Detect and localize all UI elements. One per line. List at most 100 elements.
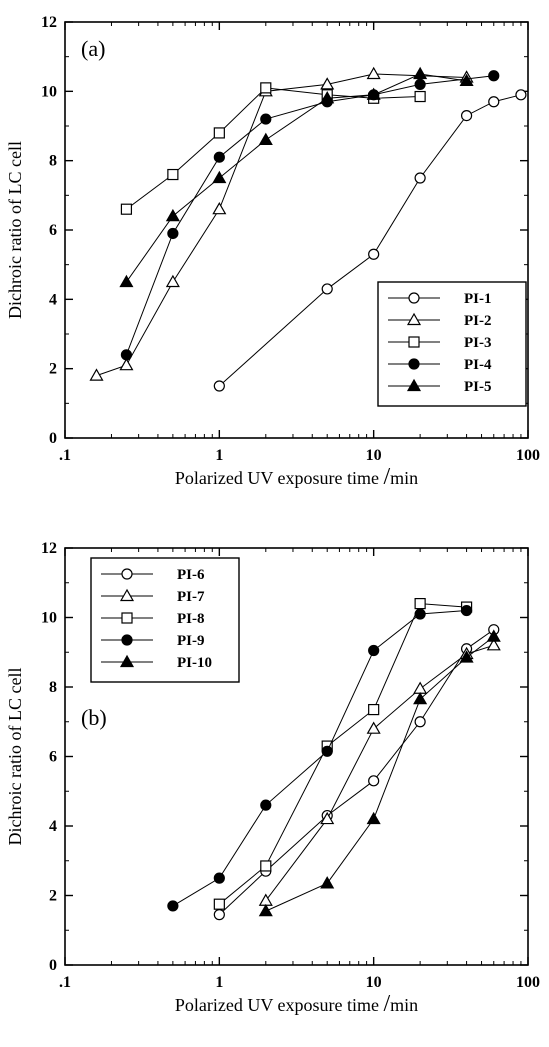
data-point [321, 745, 333, 757]
legend-entry-PI-3: PI-3 [388, 335, 492, 351]
x-tick-label: .1 [59, 447, 71, 464]
data-point [368, 248, 380, 260]
legend-label: PI-7 [177, 589, 205, 605]
data-point [414, 172, 426, 184]
series-PI-8 [213, 597, 473, 910]
legend-box [90, 557, 240, 683]
legend-entry-PI-8: PI-8 [101, 611, 205, 627]
legend-marker [408, 358, 420, 370]
y-tick-label: 2 [49, 888, 57, 905]
x-tick-label: 100 [516, 974, 540, 991]
x-axis-title: Polarized UV exposure time /min [175, 991, 418, 1017]
series-PI-2 [89, 66, 474, 381]
legend-marker [119, 654, 135, 668]
series-PI-6 [213, 624, 500, 921]
data-point [414, 90, 426, 103]
data-point [213, 127, 225, 139]
legend-marker [406, 378, 422, 392]
y-tick-label: 0 [49, 430, 57, 447]
legend-entry-PI-1: PI-1 [388, 291, 492, 307]
data-point [413, 66, 428, 80]
y-axis-title: Dichroic ratio of LC cell [5, 141, 25, 319]
data-point [413, 691, 428, 705]
data-point [366, 811, 381, 825]
data-point [212, 201, 227, 215]
y-tick-label: 12 [41, 14, 57, 31]
data-point [213, 151, 225, 163]
y-tick-label: 10 [41, 83, 57, 100]
legend-label: PI-4 [464, 357, 492, 373]
legend-label: PI-10 [177, 655, 212, 671]
data-point [368, 644, 380, 657]
y-axis-title: Dichroic ratio of LC cell [5, 668, 25, 846]
data-point [414, 608, 426, 620]
data-point [366, 66, 381, 80]
legend-label: PI-9 [177, 633, 205, 649]
y-tick-label: 12 [41, 540, 57, 557]
y-tick-label: 6 [49, 749, 57, 766]
series-line [126, 73, 467, 283]
legend-marker [121, 612, 133, 624]
data-point [366, 87, 381, 100]
data-point [260, 113, 272, 125]
series-PI-3 [120, 82, 426, 215]
x-axis-title-slash: / [383, 464, 390, 490]
panel-label: (a) [81, 36, 105, 61]
data-point [488, 70, 500, 82]
legend-entry-PI-9: PI-9 [101, 633, 205, 649]
data-point [320, 91, 335, 104]
data-point [258, 903, 273, 917]
legend-label: PI-6 [177, 567, 205, 583]
legend-marker [119, 588, 135, 602]
legend: PI-6 PI-7 PI-8 PI-9 PI-10 [90, 557, 240, 683]
legend-marker [408, 336, 420, 348]
data-point [213, 380, 225, 392]
legend-entry-PI-5: PI-5 [388, 378, 492, 395]
x-axis-unit: min [390, 468, 418, 488]
series-line [219, 603, 467, 905]
series-PI-9 [167, 604, 473, 912]
legend-entry-PI-2: PI-2 [388, 312, 492, 329]
data-point [260, 860, 272, 872]
data-point [366, 721, 381, 734]
chart-panel-1: 0 2 4 6 8 10 12 .1 1 10 100 Polarized UV exposure t… [5, 14, 540, 490]
x-tick-label: 10 [366, 447, 382, 464]
data-point [460, 604, 473, 617]
legend-label: PI-3 [464, 335, 492, 351]
y-tick-label: 4 [49, 818, 57, 835]
x-tick-label: 10 [366, 974, 382, 991]
data-point [320, 876, 335, 889]
data-point [165, 274, 180, 288]
data-point [413, 681, 428, 694]
data-point [165, 208, 180, 222]
data-point [120, 349, 133, 361]
legend-marker [121, 568, 133, 580]
x-tick-label: 1 [215, 447, 223, 464]
data-point [260, 82, 272, 94]
legend-box [377, 281, 527, 407]
data-point [368, 775, 380, 787]
data-point [260, 799, 272, 811]
series-PI-10 [258, 629, 501, 917]
data-point [213, 909, 225, 921]
legend-entry-PI-4: PI-4 [388, 357, 492, 373]
y-tick-label: 0 [49, 957, 57, 974]
x-tick-label: 1 [215, 974, 223, 991]
y-tick-label: 4 [49, 291, 57, 308]
panel-label: (b) [81, 705, 107, 730]
series-PI-1 [213, 89, 527, 392]
data-point [486, 638, 501, 651]
data-point [320, 77, 335, 90]
data-point [120, 203, 133, 215]
data-point [167, 168, 179, 181]
series-line [265, 636, 495, 912]
x-axis-title-slash: / [383, 991, 390, 1017]
data-point [414, 597, 426, 610]
legend-entry-PI-6: PI-6 [101, 567, 205, 583]
legend-marker [408, 292, 420, 304]
series-line [126, 87, 421, 210]
data-point [486, 629, 501, 642]
data-point [258, 132, 273, 145]
x-tick-label: 100 [516, 447, 540, 464]
